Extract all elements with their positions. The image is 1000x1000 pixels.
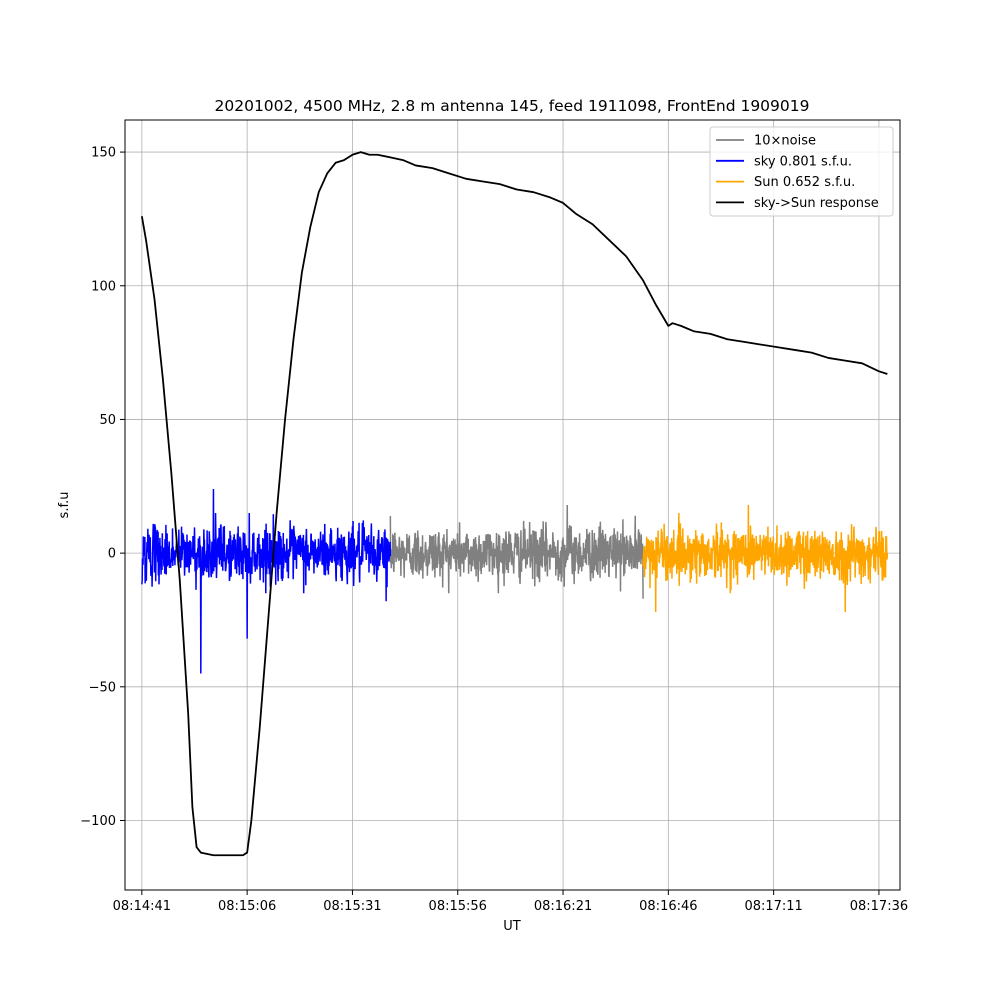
series-layer [140, 151, 889, 857]
y-tick-label: −100 [80, 814, 116, 829]
y-tick-label: 0 [108, 547, 116, 562]
x-tick-label: 08:15:56 [429, 899, 487, 914]
y-tick-label: 150 [91, 146, 116, 161]
series-line [141, 488, 392, 674]
series-line [642, 504, 889, 612]
legend: 10×noise sky 0.801 s.f.u. Sun 0.652 s.f.u.… [709, 126, 894, 217]
y-tick-label: −50 [89, 680, 116, 695]
x-tick-label: 08:16:21 [534, 899, 592, 914]
x-axis: 08:14:41 08:15:06 08:15:31 08:15:56 08:16:21… [113, 890, 908, 914]
x-tick-label: 08:15:31 [323, 899, 381, 914]
x-tick-label: 08:17:11 [744, 899, 802, 914]
x-axis-label: UT [503, 919, 521, 934]
legend-label: 10×noise [754, 134, 816, 149]
legend-label: sky->Sun response [754, 196, 879, 211]
chart-title: 20201002, 4500 MHz, 2.8 m antenna 145, f… [215, 97, 810, 115]
legend-label: sky 0.801 s.f.u. [754, 154, 852, 169]
x-tick-label: 08:17:36 [850, 899, 908, 914]
y-axis-label: s.f.u [57, 492, 72, 519]
x-tick-label: 08:16:46 [639, 899, 697, 914]
y-axis: −100 −50 0 50 100 150 [80, 146, 125, 829]
y-tick-label: 100 [91, 279, 116, 294]
legend-label: Sun 0.652 s.f.u. [754, 175, 855, 190]
plot-area [125, 120, 900, 890]
legend-box [709, 126, 894, 217]
plot-frame [124, 119, 901, 891]
x-tick-label: 08:14:41 [113, 899, 171, 914]
y-tick-label: 50 [99, 413, 116, 428]
x-tick-label: 08:15:06 [218, 899, 276, 914]
series-line [389, 504, 644, 599]
series-line [140, 151, 888, 857]
